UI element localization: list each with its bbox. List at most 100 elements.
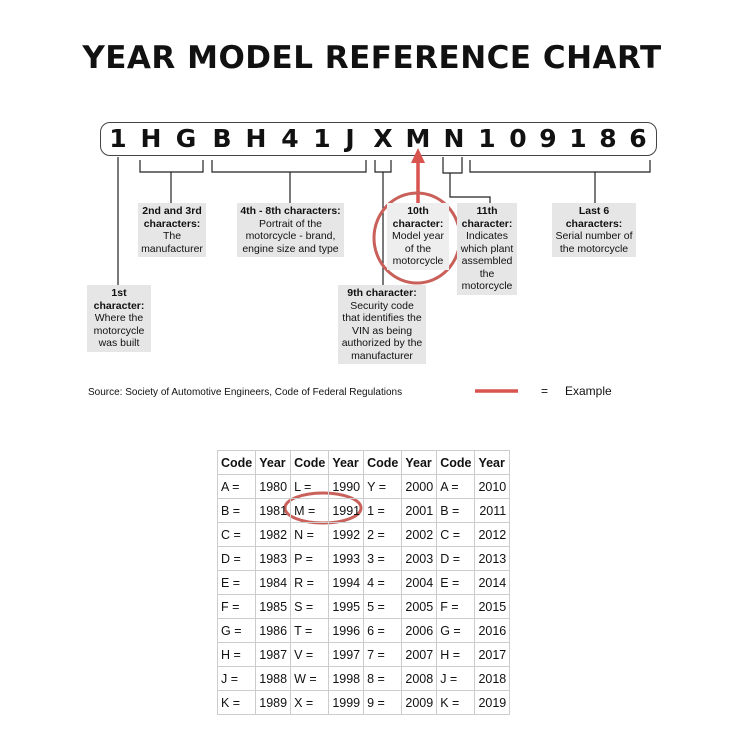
label-head: 11th character: (461, 205, 513, 230)
code-cell: J = (216, 666, 257, 691)
column-header: Code (216, 450, 257, 475)
source-note: Source: Society of Automotive Engineers,… (88, 387, 403, 398)
year-cell: 1981 (255, 498, 292, 523)
code-cell: K = (436, 690, 476, 715)
vin-character: J (345, 124, 355, 153)
vin-character: X (373, 124, 393, 153)
label-body: Indicates which plant assembled the moto… (460, 230, 514, 292)
code-cell: W = (290, 666, 330, 691)
vin-character: H (140, 124, 162, 153)
code-cell: F = (436, 594, 476, 619)
label-body: Security code that identifies the VIN as… (341, 299, 423, 362)
year-cell: 1984 (255, 570, 292, 595)
code-cell: M = (290, 498, 330, 523)
code-cell: B = (216, 498, 257, 523)
vin-character: B (212, 124, 232, 153)
code-cell: F = (216, 594, 257, 619)
label-head: 1st character: (93, 287, 145, 312)
vin-character: 9 (539, 124, 557, 153)
code-cell: 5 = (363, 594, 403, 619)
bracket-11th (442, 157, 491, 203)
year-cell: 2001 (401, 498, 438, 523)
vin-character: 1 (569, 124, 587, 153)
year-cell: 1997 (328, 642, 365, 667)
bracket-2nd-3rd (139, 160, 204, 203)
year-cell: 2009 (401, 690, 438, 715)
label-11th-character: 11th character: Indicates which plant ass… (457, 203, 517, 295)
label-head: 2nd and 3rd characters: (142, 205, 202, 230)
code-cell: X = (290, 690, 330, 715)
code-cell: R = (290, 570, 330, 595)
year-cell: 1996 (328, 618, 365, 643)
label-body: Model year of the motorcycle (392, 230, 444, 267)
code-cell: C = (436, 522, 476, 547)
label-head: 4th - 8th characters: (240, 205, 341, 217)
year-cell: 2014 (474, 570, 511, 595)
bracket-last6 (469, 160, 651, 203)
year-cell: 1990 (328, 474, 365, 499)
label-last-6-characters: Last 6 characters: Serial number of the m… (552, 203, 636, 257)
year-cell: 1983 (255, 546, 292, 571)
code-cell: 6 = (363, 618, 403, 643)
code-cell: J = (436, 666, 476, 691)
year-cell: 1985 (255, 594, 292, 619)
table-row: G = 1986 T = 1996 6 = 2006 G = 2016 (216, 618, 511, 643)
year-cell: 1987 (255, 642, 292, 667)
code-cell: 9 = (363, 690, 403, 715)
table-row: D = 1983 P = 1993 3 = 2003 D = 2013 (216, 546, 511, 571)
vin-character: H (245, 124, 267, 153)
vin-character: 1 (313, 124, 331, 153)
vin-character: G (175, 124, 197, 153)
year-cell: 2016 (474, 618, 511, 643)
label-head: Last 6 characters: (565, 205, 623, 230)
code-cell: 2 = (363, 522, 403, 547)
year-cell: 2006 (401, 618, 438, 643)
year-code-table: Code Year Code Year Code Year Code Year A = 1980… (216, 450, 511, 715)
code-cell: A = (216, 474, 257, 499)
table-row: K = 1989 X = 1999 9 = 2009 K = 2019 (216, 690, 511, 715)
code-cell: Y = (363, 474, 403, 499)
table-row: C = 1982 N = 1992 2 = 2002 C = 2012 (216, 522, 511, 547)
year-cell: 2010 (474, 474, 511, 499)
column-header: Year (401, 450, 438, 475)
table-row: F = 1985 S = 1995 5 = 2005 F = 2015 (216, 594, 511, 619)
code-cell: V = (290, 642, 330, 667)
vin-character: 8 (599, 124, 617, 153)
year-cell: 2012 (474, 522, 511, 547)
vin-character: 1 (478, 124, 496, 153)
column-header: Year (328, 450, 365, 475)
year-cell: 2005 (401, 594, 438, 619)
code-cell: D = (436, 546, 476, 571)
column-header: Year (474, 450, 511, 475)
year-cell: 2000 (401, 474, 438, 499)
year-cell: 1992 (328, 522, 365, 547)
vin-character: M (405, 124, 431, 153)
code-cell: 3 = (363, 546, 403, 571)
label-2nd-3rd-characters: 2nd and 3rd characters: The manufacturer (138, 203, 206, 257)
table-row: J = 1988 W = 1998 8 = 2008 J = 2018 (216, 666, 511, 691)
code-cell: 8 = (363, 666, 403, 691)
arrow-head-icon (411, 148, 425, 163)
code-cell: N = (290, 522, 330, 547)
code-cell: B = (436, 498, 476, 523)
table-row: E = 1984 R = 1994 4 = 2004 E = 2014 (216, 570, 511, 595)
table-row: B = 1981 M = 1991 1 = 2001 B = 2011 (216, 498, 511, 523)
year-cell: 2017 (474, 642, 511, 667)
year-cell: 2013 (474, 546, 511, 571)
code-cell: A = (436, 474, 476, 499)
code-cell: L = (290, 474, 330, 499)
year-cell: 2019 (474, 690, 511, 715)
label-1st-character: 1st character: Where the motorcycle was b… (87, 285, 151, 352)
year-cell: 2002 (401, 522, 438, 547)
column-header: Code (436, 450, 476, 475)
year-cell: 2011 (474, 498, 511, 523)
column-header: Code (290, 450, 330, 475)
label-10th-character: 10th character: Model year of the motorcy… (387, 203, 449, 270)
vin-box (100, 122, 657, 156)
code-cell: H = (216, 642, 257, 667)
year-cell: 1986 (255, 618, 292, 643)
year-cell: 1994 (328, 570, 365, 595)
code-cell: P = (290, 546, 330, 571)
